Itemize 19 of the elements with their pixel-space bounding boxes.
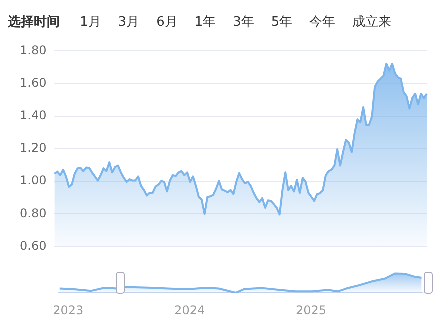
y-tick-label: 1.40 — [20, 108, 47, 123]
y-tick-label: 0.60 — [20, 238, 47, 253]
text: 1月 — [79, 14, 102, 32]
y-tick-label: 1.00 — [20, 174, 47, 188]
y-tick-label: 0.80 — [20, 206, 47, 220]
text: 成立来 — [352, 14, 393, 32]
y-tick-label: 1.20 — [20, 141, 47, 156]
y-tick-label: 1.60 — [20, 76, 47, 90]
text: 3年 — [232, 14, 256, 32]
y-tick-label: 1.80 — [20, 43, 47, 58]
x-tick-label: 2023 — [53, 303, 84, 318]
text: 选择时间 — [8, 14, 60, 31]
text: 5年 — [270, 14, 294, 32]
x-tick-label: 2024 — [174, 303, 206, 318]
x-tick-label: 2025 — [296, 303, 327, 318]
text: 3月 — [117, 14, 141, 32]
text: 6月 — [156, 14, 179, 32]
text: 1年 — [194, 14, 218, 32]
text: 今年 — [308, 14, 337, 32]
